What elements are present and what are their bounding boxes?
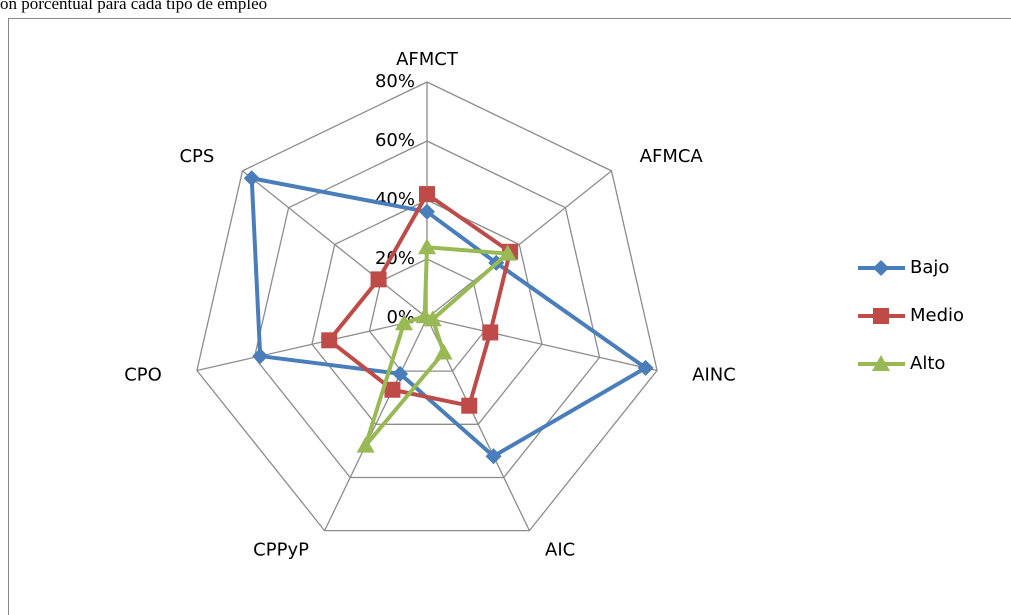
marker: [394, 314, 413, 331]
series-line: [249, 176, 648, 459]
axis-line: [426, 317, 658, 372]
marker: [482, 324, 499, 341]
category-label: CPPyP: [253, 539, 309, 560]
category-label: CPS: [179, 146, 214, 167]
category-label: AIC: [545, 539, 575, 560]
series-line: [327, 192, 513, 408]
y-tick-label: 60%: [375, 130, 415, 151]
marker: [419, 203, 435, 220]
chart-border: [8, 18, 1011, 615]
category-label: AINC: [692, 364, 736, 385]
marker: [498, 244, 517, 261]
category-label: AFMCA: [640, 146, 704, 167]
marker: [419, 186, 435, 203]
marker: [243, 170, 260, 187]
marker: [461, 397, 478, 414]
marker: [418, 238, 436, 255]
marker: [485, 448, 502, 465]
marker: [637, 359, 654, 376]
legend-marker: [873, 308, 889, 324]
grid-line: [311, 199, 543, 425]
y-tick-label: 80%: [375, 71, 415, 92]
chart-title: ón porcentual para cada tipo de empleo: [0, 0, 267, 13]
marker: [384, 381, 401, 398]
legend-marker: [872, 355, 890, 371]
grid-line: [253, 140, 601, 479]
legend-label: Alto: [910, 353, 945, 374]
legend-label: Medio: [910, 305, 964, 326]
marker: [415, 307, 434, 324]
marker: [370, 271, 387, 288]
marker: [392, 365, 409, 382]
axis-line: [324, 317, 428, 531]
axis-line: [426, 170, 612, 319]
category-label: CPO: [124, 364, 162, 385]
axis-line: [196, 317, 428, 372]
category-label: AFMCT: [396, 49, 459, 70]
axis-line: [242, 170, 428, 319]
marker: [252, 348, 269, 365]
legend-label: Bajo: [910, 257, 949, 278]
marker: [356, 436, 375, 453]
marker: [434, 343, 453, 360]
legend-marker: [873, 260, 889, 276]
marker: [321, 332, 338, 349]
y-tick-label: 20%: [375, 248, 415, 269]
grid-line: [196, 81, 658, 532]
